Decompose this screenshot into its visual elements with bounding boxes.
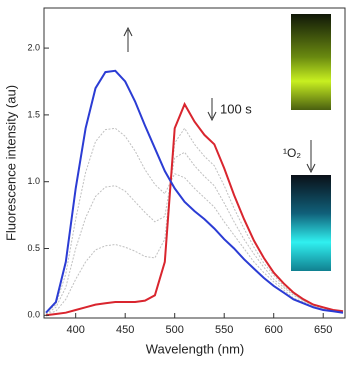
- annotation: 100 s: [220, 101, 252, 116]
- vial-photo: [291, 175, 331, 271]
- arrow: [207, 98, 217, 122]
- series-line: [45, 101, 344, 317]
- series-line: [45, 69, 344, 314]
- x-axis-label: Wavelength (nm): [146, 341, 245, 356]
- x-tick-label: 550: [215, 324, 233, 336]
- x-tick-label: 400: [67, 324, 85, 336]
- y-tick-label: 0.0: [27, 310, 40, 320]
- y-tick-label: 0.5: [27, 243, 40, 253]
- x-tick-label: 450: [116, 324, 134, 336]
- series-line: [45, 127, 344, 314]
- annotation: ¹O₂: [283, 146, 301, 160]
- y-tick-label: 2.0: [27, 42, 40, 52]
- arrow: [123, 26, 133, 52]
- plot-frame: [43, 7, 346, 319]
- y-tick-label: 1.5: [27, 109, 40, 119]
- y-tick-label: 1.0: [27, 176, 40, 186]
- y-axis-label: Fluorescence intensity (au): [3, 85, 18, 241]
- x-tick-label: 500: [166, 324, 184, 336]
- x-tick-label: 650: [314, 324, 332, 336]
- vial-photo: [291, 14, 331, 110]
- arrow: [306, 140, 316, 174]
- x-tick-label: 600: [265, 324, 283, 336]
- series-line: [45, 151, 344, 315]
